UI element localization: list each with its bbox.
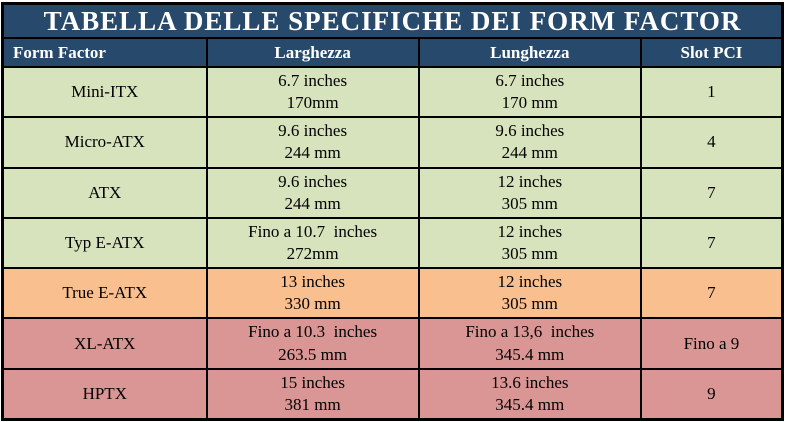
form-factor-cell: Mini-ITX [4, 68, 208, 117]
larghezza-cell: 6.7 inches 170mm [208, 68, 420, 117]
larghezza-cell: 13 inches 330 mm [208, 269, 420, 318]
form-factor-cell: HPTX [4, 369, 208, 418]
table-row: ATX 9.6 inches 244 mm 12 inches 305 mm 7 [4, 168, 781, 219]
table-row: Mini-ITX 6.7 inches 170mm 6.7 inches 170 m… [4, 68, 781, 119]
lunghezza-cell: 6.7 inches 170 mm [420, 68, 642, 117]
larghezza-cell: Fino a 10.7 inches 272mm [208, 218, 420, 268]
slot-pci-cell: 1 [707, 82, 716, 102]
table-row: HPTX 15 inches 381 mm 13.6 inches 345.4 mm… [4, 369, 781, 418]
lunghezza-cell: 12 inches 305 mm [420, 218, 642, 268]
larghezza-cell: 9.6 inches 244 mm [208, 118, 420, 167]
larghezza-cell: Fino a 10.3 inches 263.5 mm [208, 319, 420, 368]
header-slot-pci: Slot PCI [680, 42, 743, 62]
lunghezza-cell: 9.6 inches 244 mm [420, 118, 642, 167]
table-row: Typ E-ATX Fino a 10.7 inches 272mm 12 inc… [4, 218, 781, 270]
lunghezza-cell: 12 inches 305 mm [420, 269, 642, 318]
table-header: Form Factor Larghezza Lunghezza Slot PCI [4, 39, 781, 68]
slot-pci-cell: 9 [707, 383, 716, 403]
slot-pci-cell: 7 [707, 182, 716, 202]
form-factor-cell: Micro-ATX [4, 118, 208, 167]
lunghezza-cell: 13.6 inches 345.4 mm [420, 369, 642, 418]
header-lunghezza: Lunghezza [420, 39, 642, 66]
slot-pci-cell: 4 [707, 132, 716, 152]
slot-pci-cell: 7 [707, 232, 716, 252]
header-form-factor: Form Factor [4, 39, 208, 66]
slot-pci-cell: Fino a 9 [683, 333, 740, 353]
form-factor-cell: Typ E-ATX [4, 218, 208, 268]
lunghezza-cell: 12 inches 305 mm [420, 168, 642, 217]
lunghezza-cell: Fino a 13,6 inches 345.4 mm [420, 319, 642, 368]
header-larghezza: Larghezza [208, 39, 420, 66]
table-row: True E-ATX 13 inches 330 mm 12 inches 305 … [4, 269, 781, 320]
slot-pci-cell: 7 [707, 283, 716, 303]
form-factor-cell: True E-ATX [4, 269, 208, 318]
larghezza-cell: 15 inches 381 mm [208, 369, 420, 418]
table-title: TABELLA DELLE SPECIFICHE DEI FORM FACTOR [4, 5, 781, 39]
form-factor-cell: ATX [4, 168, 208, 217]
larghezza-cell: 9.6 inches 244 mm [208, 168, 420, 217]
table-row: Micro-ATX 9.6 inches 244 mm 9.6 inches 244… [4, 118, 781, 169]
form-factor-cell: XL-ATX [4, 319, 208, 368]
table-row: XL-ATX Fino a 10.3 inches 263.5 mm Fino a… [4, 319, 781, 370]
